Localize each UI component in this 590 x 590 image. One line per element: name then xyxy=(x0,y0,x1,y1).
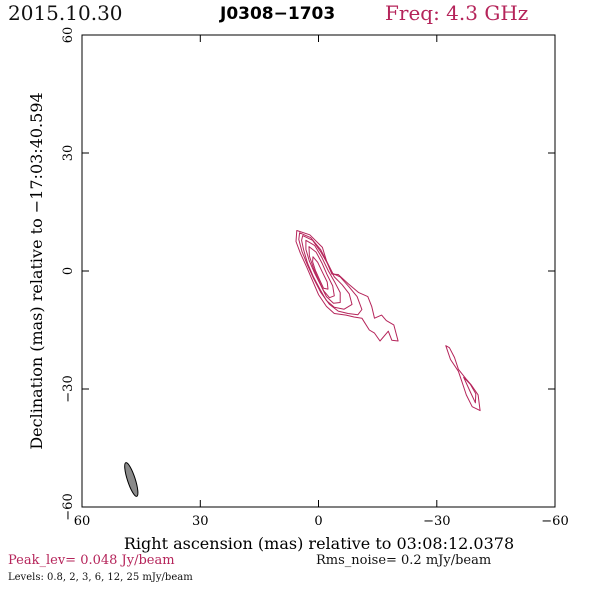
frequency-label: Freq: 4.3 GHz xyxy=(385,1,529,25)
source-name: J0308−1703 xyxy=(220,4,336,24)
plot-frame xyxy=(81,34,556,508)
core-contour-5 xyxy=(312,256,329,290)
beam-ellipse xyxy=(124,462,139,497)
x-tick-label: 60 xyxy=(74,514,91,529)
peak-level: Peak_lev= 0.048 Jy/beam xyxy=(8,553,175,568)
y-tick-label: −60 xyxy=(61,493,76,520)
x-tick-label: −30 xyxy=(423,514,450,529)
y-tick-label: −30 xyxy=(61,375,76,402)
contour-layer xyxy=(295,230,481,412)
epoch-date: 2015.10.30 xyxy=(8,1,123,25)
x-axis-label: Right ascension (mas) relative to 03:08:… xyxy=(124,534,514,553)
core-contour-3 xyxy=(305,239,341,304)
tick-labels: 60 30 0 −30 −60 −60 −30 0 30 60 xyxy=(61,27,569,529)
y-axis-label: Declination (mas) relative to −17:03:40.… xyxy=(27,92,46,449)
rms-noise: Rms_noise= 0.2 mJy/beam xyxy=(316,553,492,568)
core-contour-4 xyxy=(308,246,335,299)
y-tick-label: 0 xyxy=(61,267,76,275)
core-contour-2 xyxy=(301,235,353,310)
beam-layer xyxy=(124,462,139,497)
knot-contour-0 xyxy=(445,345,481,412)
knot-contour-1 xyxy=(463,376,477,404)
x-tick-label: −60 xyxy=(541,514,568,529)
core-contour-0 xyxy=(295,230,399,342)
x-tick-label: 0 xyxy=(314,514,322,529)
tick-marks xyxy=(81,34,556,508)
y-tick-label: 60 xyxy=(61,27,76,44)
contour-levels: Levels: 0.8, 2, 3, 6, 12, 25 mJy/beam xyxy=(8,572,193,583)
x-tick-label: 30 xyxy=(192,514,209,529)
y-tick-label: 30 xyxy=(61,145,76,162)
